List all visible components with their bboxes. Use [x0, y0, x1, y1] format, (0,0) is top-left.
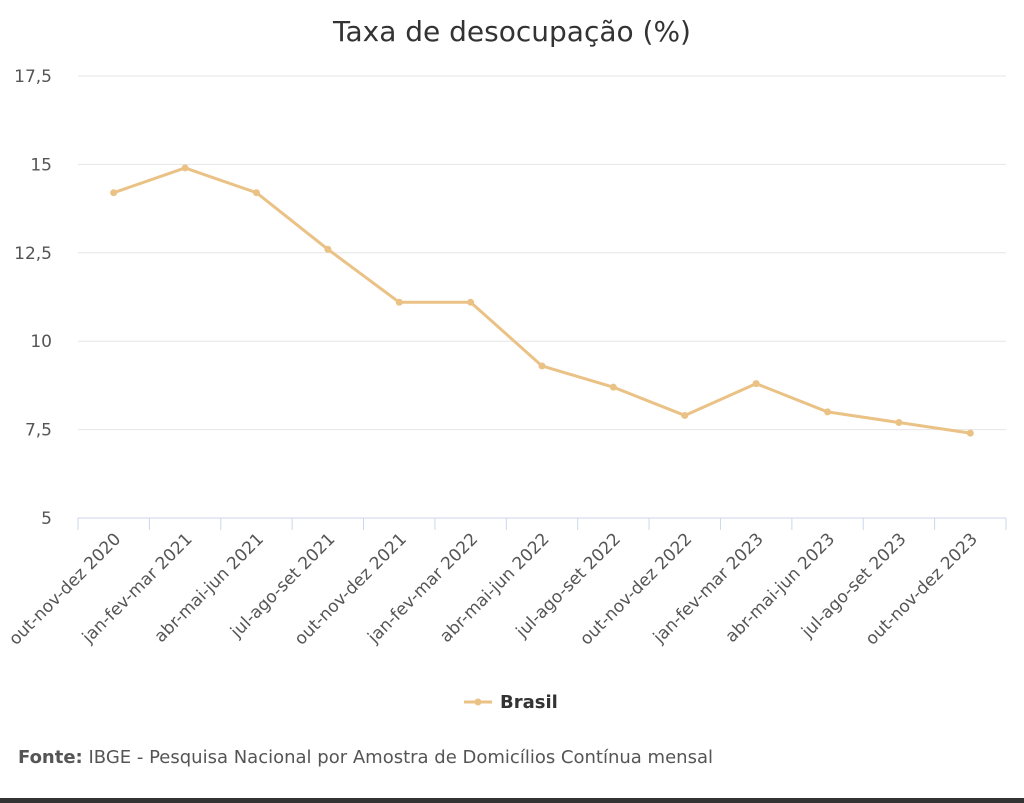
- data-point[interactable]: [966, 429, 974, 437]
- data-point[interactable]: [681, 411, 689, 419]
- y-tick-label: 7,5: [25, 421, 52, 441]
- data-point[interactable]: [181, 164, 189, 172]
- data-point[interactable]: [824, 408, 832, 416]
- data-point[interactable]: [395, 298, 403, 306]
- data-point[interactable]: [538, 362, 546, 370]
- y-tick-label: 15: [30, 155, 52, 175]
- legend-label-brasil: Brasil: [500, 692, 558, 713]
- series-brasil: [110, 164, 974, 437]
- source-text: IBGE - Pesquisa Nacional por Amostra de …: [82, 747, 713, 768]
- data-point[interactable]: [110, 189, 118, 197]
- y-tick-label: 12,5: [14, 244, 52, 264]
- y-tick-label: 10: [30, 332, 52, 352]
- y-tick-label: 5: [41, 509, 52, 529]
- chart-title: Taxa de desocupação (%): [332, 15, 691, 48]
- source-label: Fonte:: [18, 747, 83, 768]
- line-chart: Taxa de desocupação (%) 5 7,5 10 12,5 15 17,5…: [5, 15, 1007, 713]
- data-point[interactable]: [609, 383, 617, 391]
- data-point[interactable]: [752, 380, 760, 388]
- data-point[interactable]: [467, 298, 475, 306]
- gridlines: [78, 75, 1006, 431]
- data-point[interactable]: [252, 189, 260, 197]
- y-axis-ticks: 5 7,5 10 12,5 15 17,5: [14, 67, 52, 529]
- legend[interactable]: Brasil: [464, 692, 558, 713]
- data-point[interactable]: [324, 245, 332, 253]
- source-note: Fonte: IBGE - Pesquisa Nacional por Amos…: [18, 747, 713, 768]
- data-point[interactable]: [895, 419, 903, 427]
- series-line: [112, 166, 972, 435]
- bottom-rule: [0, 798, 1024, 803]
- legend-marker: [474, 698, 482, 706]
- y-tick-label: 17,5: [14, 67, 52, 87]
